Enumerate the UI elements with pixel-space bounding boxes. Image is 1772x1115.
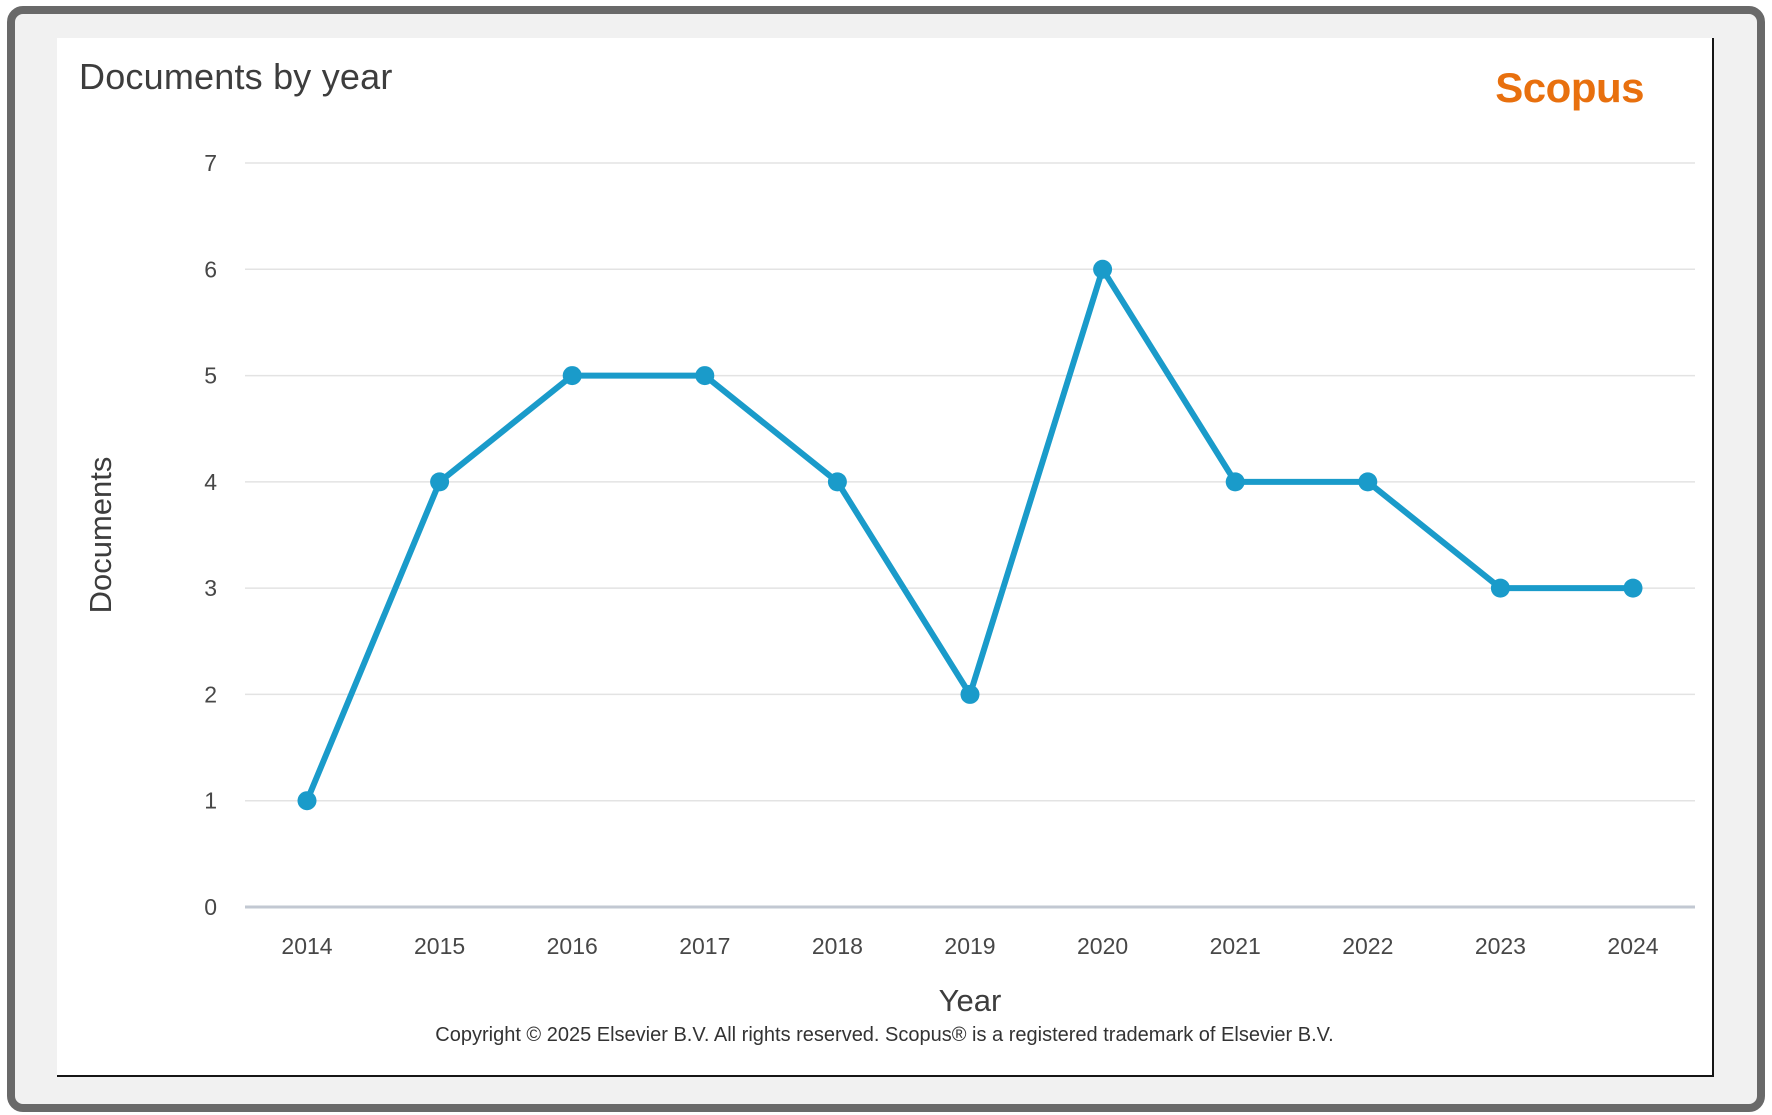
data-point <box>1358 472 1378 492</box>
x-tick-label: 2022 <box>1342 933 1393 959</box>
y-tick-label: 5 <box>204 363 217 389</box>
data-point <box>430 472 450 492</box>
x-axis-title: Year <box>938 983 1002 1018</box>
y-tick-label: 3 <box>204 575 217 601</box>
data-point <box>1490 578 1510 598</box>
x-tick-label: 2016 <box>547 933 598 959</box>
data-point <box>1623 578 1643 598</box>
scopus-logo: Scopus <box>1495 64 1644 111</box>
y-tick-label: 0 <box>204 894 217 920</box>
x-tick-label: 2024 <box>1607 933 1658 959</box>
y-tick-label: 7 <box>204 150 217 176</box>
documents-by-year-line-chart: 0 1 2 3 4 5 6 7 2014 2015 2016 2017 2018 2019 2020 2021… <box>204 150 1695 959</box>
y-tick-label: 6 <box>204 256 217 282</box>
x-tick-label: 2020 <box>1077 933 1128 959</box>
data-point <box>1093 259 1113 279</box>
y-tick-label: 4 <box>204 469 217 495</box>
x-tick-label: 2023 <box>1475 933 1526 959</box>
x-tick-label: 2015 <box>414 933 465 959</box>
chart-title: Documents by year <box>79 56 393 97</box>
x-tick-label: 2019 <box>944 933 995 959</box>
documents-series-line <box>304 266 1636 804</box>
y-tick-label: 1 <box>204 788 217 814</box>
x-tick-label: 2021 <box>1210 933 1261 959</box>
data-point <box>297 791 317 811</box>
y-tick-label: 2 <box>204 681 217 707</box>
data-point <box>827 472 847 492</box>
data-point <box>960 684 980 704</box>
x-tick-label: 2017 <box>679 933 730 959</box>
data-point <box>562 366 582 386</box>
data-point <box>1225 472 1245 492</box>
x-tick-label: 2018 <box>812 933 863 959</box>
data-point <box>695 366 715 386</box>
x-tick-label: 2014 <box>281 933 332 959</box>
copyright-text: Copyright © 2025 Elsevier B.V. All right… <box>435 1024 1334 1046</box>
